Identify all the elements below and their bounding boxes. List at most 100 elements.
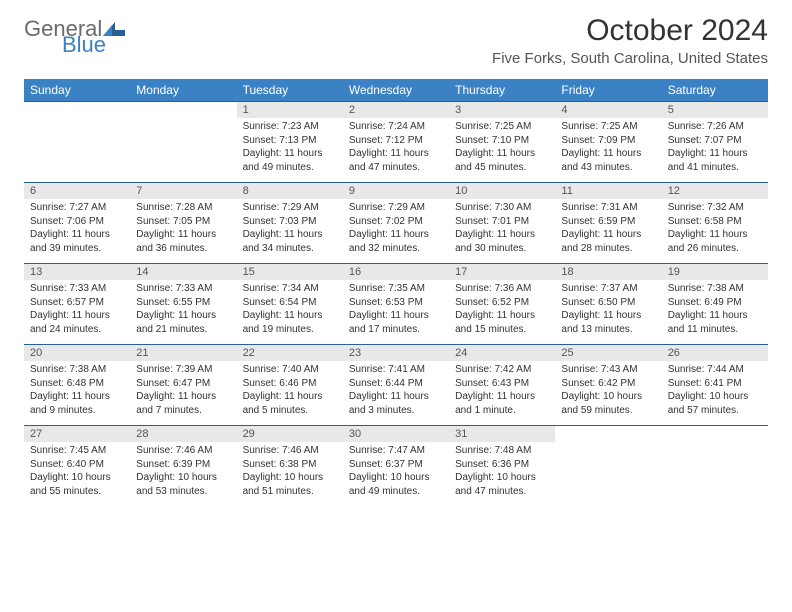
day-detail-cell: Sunrise: 7:33 AMSunset: 6:55 PMDaylight:… [130,280,236,345]
day-detail-cell: Sunrise: 7:35 AMSunset: 6:53 PMDaylight:… [343,280,449,345]
day-number-row: 20212223242526 [24,345,768,362]
daylight-text: Daylight: 11 hours and 45 minutes. [455,147,549,174]
sunrise-text: Sunrise: 7:33 AM [136,282,230,296]
title-block: October 2024 Five Forks, South Carolina,… [492,14,768,67]
day-detail-cell: Sunrise: 7:34 AMSunset: 6:54 PMDaylight:… [237,280,343,345]
day-number-cell: 11 [555,183,661,200]
weekday-header-row: Sunday Monday Tuesday Wednesday Thursday… [24,79,768,102]
day-number-cell: 5 [662,102,768,119]
sunset-text: Sunset: 6:49 PM [668,296,762,310]
sunrise-text: Sunrise: 7:45 AM [30,444,124,458]
day-number-cell: 29 [237,426,343,443]
sunset-text: Sunset: 6:50 PM [561,296,655,310]
sunrise-text: Sunrise: 7:40 AM [243,363,337,377]
day-number-cell: 16 [343,264,449,281]
day-number-cell [555,426,661,443]
sunset-text: Sunset: 6:44 PM [349,377,443,391]
location-subtitle: Five Forks, South Carolina, United State… [492,50,768,67]
day-detail-cell: Sunrise: 7:38 AMSunset: 6:49 PMDaylight:… [662,280,768,345]
day-number-cell: 15 [237,264,343,281]
daylight-text: Daylight: 11 hours and 11 minutes. [668,309,762,336]
daylight-text: Daylight: 11 hours and 9 minutes. [30,390,124,417]
sunset-text: Sunset: 6:37 PM [349,458,443,472]
day-number-cell: 9 [343,183,449,200]
sunset-text: Sunset: 6:57 PM [30,296,124,310]
day-number-cell: 17 [449,264,555,281]
sunset-text: Sunset: 6:52 PM [455,296,549,310]
sunrise-text: Sunrise: 7:28 AM [136,201,230,215]
day-detail-cell: Sunrise: 7:42 AMSunset: 6:43 PMDaylight:… [449,361,555,426]
sunset-text: Sunset: 6:38 PM [243,458,337,472]
day-detail-cell: Sunrise: 7:40 AMSunset: 6:46 PMDaylight:… [237,361,343,426]
day-detail-cell: Sunrise: 7:26 AMSunset: 7:07 PMDaylight:… [662,118,768,183]
sunset-text: Sunset: 6:58 PM [668,215,762,229]
day-detail-row: Sunrise: 7:27 AMSunset: 7:06 PM Daylight:… [24,199,768,264]
daylight-text: Daylight: 11 hours and 49 minutes. [243,147,337,174]
day-number-cell: 8 [237,183,343,200]
day-number-cell: 6 [24,183,130,200]
day-number-cell: 24 [449,345,555,362]
day-detail-cell: Sunrise: 7:37 AMSunset: 6:50 PMDaylight:… [555,280,661,345]
day-detail-cell: Sunrise: 7:44 AMSunset: 6:41 PMDaylight:… [662,361,768,426]
sunset-text: Sunset: 6:54 PM [243,296,337,310]
sunset-text: Sunset: 6:40 PM [30,458,124,472]
day-detail-cell: Sunrise: 7:25 AMSunset: 7:09 PMDaylight:… [555,118,661,183]
day-number-cell: 4 [555,102,661,119]
daylight-text: Daylight: 10 hours and 47 minutes. [455,471,549,498]
sunset-text: Sunset: 7:07 PM [668,134,762,148]
sunrise-text: Sunrise: 7:26 AM [668,120,762,134]
sunset-text: Sunset: 6:36 PM [455,458,549,472]
sunset-text: Sunset: 6:41 PM [668,377,762,391]
sunrise-text: Sunrise: 7:29 AM [349,201,443,215]
sunset-text: Sunset: 7:03 PM [243,215,337,229]
daylight-text: Daylight: 11 hours and 5 minutes. [243,390,337,417]
daylight-text: Daylight: 10 hours and 51 minutes. [243,471,337,498]
daylight-text: Daylight: 11 hours and 19 minutes. [243,309,337,336]
day-number-cell: 18 [555,264,661,281]
day-detail-cell: Sunrise: 7:48 AMSunset: 6:36 PMDaylight:… [449,442,555,506]
sunrise-text: Sunrise: 7:43 AM [561,363,655,377]
daylight-text: Daylight: 11 hours and 15 minutes. [455,309,549,336]
daylight-text: Daylight: 11 hours and 13 minutes. [561,309,655,336]
day-number-cell: 21 [130,345,236,362]
day-detail-cell [24,118,130,183]
daylight-text: Daylight: 11 hours and 34 minutes. [243,228,337,255]
day-detail-cell: Sunrise: 7:32 AMSunset: 6:58 PMDaylight:… [662,199,768,264]
daylight-text: Daylight: 10 hours and 49 minutes. [349,471,443,498]
day-number-cell: 1 [237,102,343,119]
daylight-text: Daylight: 11 hours and 32 minutes. [349,228,443,255]
weekday-header: Thursday [449,79,555,102]
day-detail-cell: Sunrise: 7:31 AMSunset: 6:59 PMDaylight:… [555,199,661,264]
sunset-text: Sunset: 6:47 PM [136,377,230,391]
day-detail-cell: Sunrise: 7:25 AMSunset: 7:10 PMDaylight:… [449,118,555,183]
day-number-cell: 22 [237,345,343,362]
day-detail-cell: Sunrise: 7:39 AMSunset: 6:47 PMDaylight:… [130,361,236,426]
sunset-text: Sunset: 7:09 PM [561,134,655,148]
day-number-cell [24,102,130,119]
sunset-text: Sunset: 7:06 PM [30,215,124,229]
daylight-text: Daylight: 11 hours and 21 minutes. [136,309,230,336]
day-detail-cell: Sunrise: 7:27 AMSunset: 7:06 PMDaylight:… [24,199,130,264]
day-detail-cell: Sunrise: 7:47 AMSunset: 6:37 PMDaylight:… [343,442,449,506]
sunrise-text: Sunrise: 7:46 AM [136,444,230,458]
daylight-text: Daylight: 11 hours and 1 minute. [455,390,549,417]
day-number-cell: 28 [130,426,236,443]
daylight-text: Daylight: 11 hours and 24 minutes. [30,309,124,336]
sunset-text: Sunset: 6:55 PM [136,296,230,310]
day-detail-cell: Sunrise: 7:38 AMSunset: 6:48 PMDaylight:… [24,361,130,426]
weekday-header: Sunday [24,79,130,102]
sunset-text: Sunset: 6:39 PM [136,458,230,472]
daylight-text: Daylight: 10 hours and 57 minutes. [668,390,762,417]
daylight-text: Daylight: 11 hours and 30 minutes. [455,228,549,255]
daylight-text: Daylight: 11 hours and 47 minutes. [349,147,443,174]
sunrise-text: Sunrise: 7:25 AM [561,120,655,134]
weekday-header: Tuesday [237,79,343,102]
logo-text-part2: Blue [24,34,125,56]
sunrise-text: Sunrise: 7:27 AM [30,201,124,215]
sunrise-text: Sunrise: 7:35 AM [349,282,443,296]
sunrise-text: Sunrise: 7:38 AM [30,363,124,377]
day-detail-cell: Sunrise: 7:33 AMSunset: 6:57 PMDaylight:… [24,280,130,345]
day-number-row: 13141516171819 [24,264,768,281]
sunrise-text: Sunrise: 7:24 AM [349,120,443,134]
sunrise-text: Sunrise: 7:46 AM [243,444,337,458]
